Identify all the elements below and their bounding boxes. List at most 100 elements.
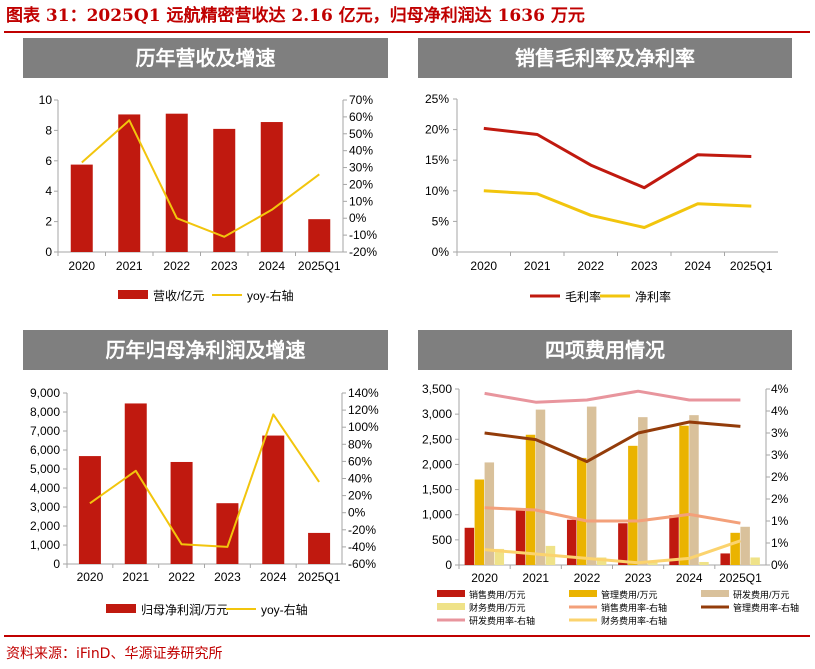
c3-y-tick-label: 3,000 [30,500,60,514]
c1-legend-label: yoy-右轴 [247,288,294,303]
c2-x-tick-label: 2024 [684,259,711,273]
c3-bar-1 [124,403,147,564]
c3-y2-tick-label: 60% [348,454,372,468]
c4-bar-2 [525,434,536,565]
c1-y-tick-label: 10 [39,93,53,107]
c4-x-tick-label: 2024 [676,571,703,585]
c4-y2-tick-label: 2% [771,470,789,484]
c3-y-tick-label: 2,000 [30,519,60,533]
c1-legend-swatch [118,290,148,299]
c1-y-tick-label: 6 [45,154,52,168]
c3-y2-tick-label: 100% [348,420,379,434]
c3-x-tick-label: 2020 [77,570,104,584]
c1-bar-1 [165,113,188,253]
c3-y2-tick-label: 20% [348,489,372,503]
c4-legend-label: 财务费用/万元 [469,602,526,613]
c3-y2-tick-label: 120% [348,403,379,417]
c3-y-tick-label: 9,000 [30,386,60,400]
c3-y2-tick-label: 80% [348,437,372,451]
c3-y-tick-label: 0 [53,557,60,571]
c2-x-tick-label: 2022 [577,259,604,273]
c3-bar-1 [262,435,285,564]
c4-y-tick-label: 500 [432,533,452,547]
c1-y-tick-label: 4 [45,184,52,198]
c4-bar-1 [515,508,526,565]
c3-y-tick-label: 6,000 [30,443,60,457]
c4-x-tick-label: 2023 [625,571,652,585]
c3-y-tick-label: 5,000 [30,462,60,476]
c2-y-tick-label: 0% [432,245,450,259]
c3-y-tick-label: 7,000 [30,424,60,438]
c4-y2-tick-label: 3% [771,426,789,440]
c4-y-tick-label: 3,500 [422,382,452,396]
c4-y-tick-label: 2,000 [422,457,452,471]
c1-bar-1 [260,122,283,252]
chart2-title: 销售毛利率及净利率 [418,38,792,78]
chart3-title: 历年归母净利润及增速 [23,330,388,370]
c4-legend-label: 销售费用率-右轴 [601,602,667,613]
c1-y2-tick-label: 30% [349,161,373,175]
c1-bar-1 [308,219,331,252]
c2-y-tick-label: 15% [425,153,449,167]
c1-y2-tick-label: 40% [349,144,373,158]
c3-x-tick-label: 2023 [214,570,241,584]
c3-x-tick-label: 2022 [168,570,195,584]
c4-y2-tick-label: 0% [771,558,789,572]
c1-x-tick-label: 2022 [163,259,190,273]
c4-bar-2 [576,457,587,565]
c3-y-tick-label: 1,000 [30,538,60,552]
c1-y2-tick-label: 20% [349,177,373,191]
c4-bar-1 [720,553,730,565]
c4-x-tick-label: 2025Q1 [719,571,762,585]
c4-bar-3 [484,462,495,565]
c4-bar-4 [596,557,607,565]
c1-legend-label: 营收/亿元 [153,288,204,303]
c2-y-tick-label: 10% [425,184,449,198]
c4-bar-2 [474,479,485,565]
c2-x-tick-label: 2025Q1 [730,259,773,273]
c3-x-tick-label: 2021 [122,570,149,584]
c3-line-1 [89,413,320,548]
c2-y-tick-label: 25% [425,92,449,106]
source-rule [4,635,810,637]
c1-x-tick-label: 2020 [68,259,95,273]
c4-y-tick-label: 1,500 [422,483,452,497]
c4-bar-1 [566,519,577,565]
c4-legend-label: 管理费用率-右轴 [733,602,799,613]
c4-legend-label: 销售费用/万元 [469,589,526,600]
c4-y2-tick-label: 1% [771,536,789,550]
c4-y-tick-label: 1,000 [422,508,452,522]
c4-x-tick-label: 2020 [471,571,498,585]
c2-x-tick-label: 2023 [631,259,658,273]
c1-x-tick-label: 2025Q1 [298,259,341,273]
c3-legend-label: 归母净利润/万元 [141,603,228,617]
c2-line-1 [483,126,752,190]
c3-x-tick-label: 2024 [260,570,287,584]
c3-y2-tick-label: -40% [348,540,376,554]
c4-bar-2 [628,445,638,565]
c4-y2-tick-label: 4% [771,382,789,396]
title-rule [4,31,810,33]
c4-bar-3 [689,415,699,565]
c4-legend-label: 财务费用率-右轴 [601,615,667,626]
c1-x-tick-label: 2024 [258,259,285,273]
c1-y2-tick-label: 70% [349,93,373,107]
c4-bar-3 [535,409,546,565]
c1-y2-tick-label: -20% [349,245,377,259]
c2-line-2 [483,189,752,229]
c4-bar-1 [464,527,475,565]
c4-bar-3 [638,417,648,565]
c4-y2-tick-label: 2% [771,492,789,506]
c1-x-tick-label: 2023 [211,259,238,273]
c2-legend-label: 净利率 [635,289,671,304]
c4-x-tick-label: 2021 [522,571,549,585]
c4-legend-label: 研发费用/万元 [733,589,790,600]
c4-x-tick-label: 2022 [574,571,601,585]
c4-bar-2 [679,425,689,565]
c4-bar-3 [586,406,597,565]
c4-y2-tick-label: 3% [771,448,789,462]
c3-bar-1 [216,503,239,564]
figure-title: 图表 31：2025Q1 远航精密营收达 2.16 亿元，归母净利润达 1636… [6,6,585,26]
c1-y2-tick-label: 10% [349,194,373,208]
